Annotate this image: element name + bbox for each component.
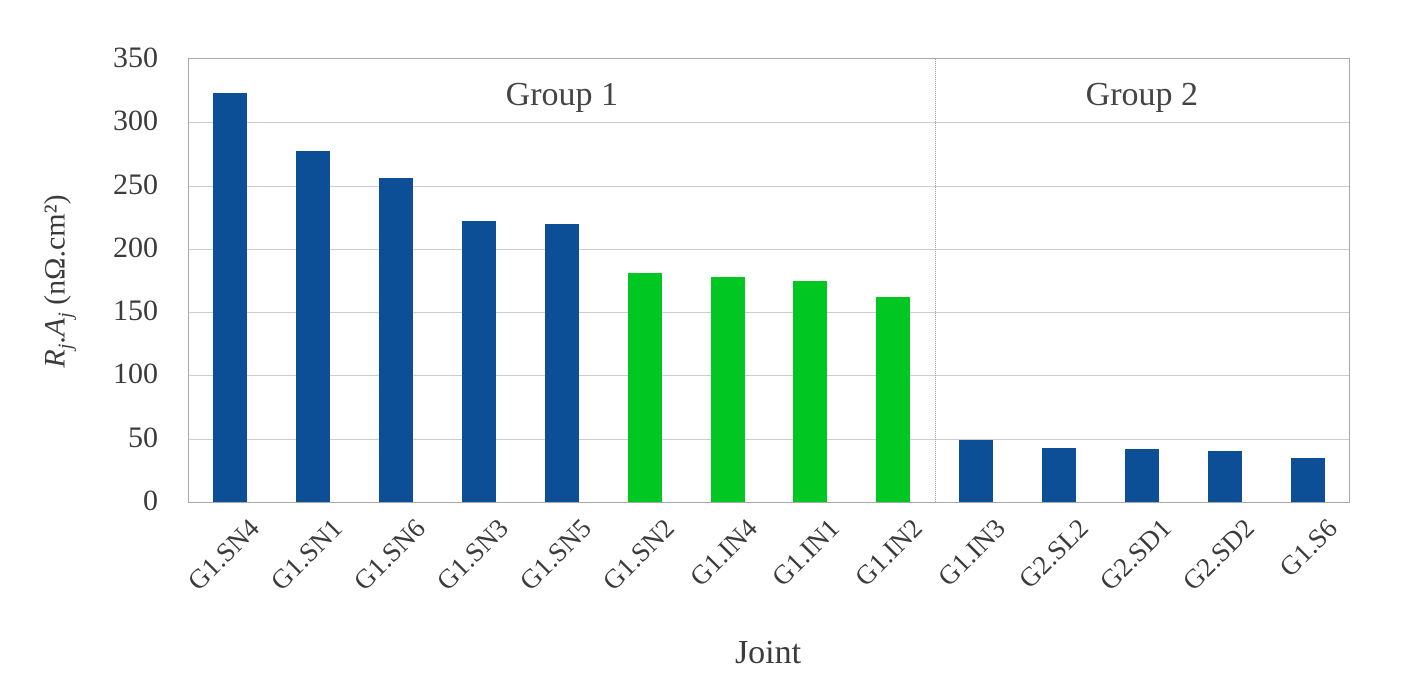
bar-G1.IN3 xyxy=(959,439,994,502)
y-tick-label-0: 0 xyxy=(143,484,158,517)
bar-G1.IN4 xyxy=(710,276,745,502)
group-divider-line xyxy=(934,59,936,502)
plot-area: Group 1 Group 2 xyxy=(188,58,1350,503)
y-tick-label-50: 50 xyxy=(128,420,158,454)
bar-G1.SN6 xyxy=(379,177,414,502)
y-tick-label-250: 250 xyxy=(113,167,158,201)
bar-G1.SN5 xyxy=(544,223,579,502)
gridline-250 xyxy=(189,185,1349,187)
gridline-100 xyxy=(189,375,1349,377)
bar-G2.SD1 xyxy=(1124,448,1159,502)
bar-G2.SL2 xyxy=(1042,447,1076,502)
gridline-50 xyxy=(189,438,1349,440)
bar-G1.SN1 xyxy=(296,151,331,502)
y-tick-label-350: 350 xyxy=(113,41,158,74)
y-tick-label-100: 100 xyxy=(113,357,158,391)
bar-G1.IN2 xyxy=(876,296,911,502)
x-axis-title: Joint xyxy=(734,634,802,671)
y-axis-title-dot: . xyxy=(38,336,72,344)
y-tick-label-200: 200 xyxy=(113,230,158,264)
y-axis-title-sub-j1: j xyxy=(54,343,77,350)
gridline-200 xyxy=(189,248,1349,250)
y-tick-label-300: 300 xyxy=(113,104,158,138)
group1-label: Group 1 xyxy=(505,76,619,113)
group2-label: Group 2 xyxy=(1085,76,1199,113)
bar-G1.IN1 xyxy=(793,280,828,502)
y-tick-label-150: 150 xyxy=(113,294,158,328)
bar-G1.SN2 xyxy=(627,272,662,502)
gridline-150 xyxy=(189,312,1349,314)
bar-G1.SN3 xyxy=(462,221,496,502)
bar-G1.S6 xyxy=(1290,457,1325,502)
bar-G1.SN4 xyxy=(213,93,248,502)
bar-G2.SD2 xyxy=(1207,451,1242,502)
gridline-300 xyxy=(189,122,1349,124)
